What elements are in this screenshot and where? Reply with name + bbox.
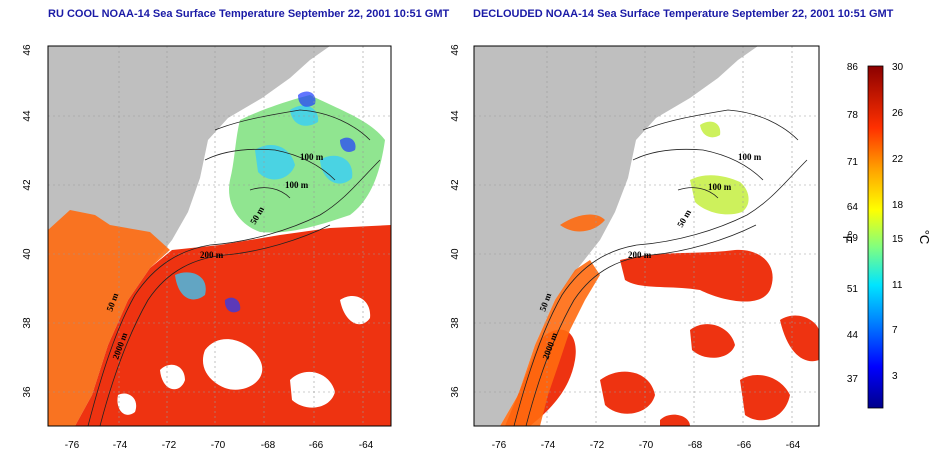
svg-text:37: 37 bbox=[847, 374, 859, 385]
svg-text:15: 15 bbox=[892, 234, 904, 245]
svg-text:-66: -66 bbox=[309, 440, 324, 451]
right-cool-water bbox=[690, 121, 749, 215]
svg-text:11: 11 bbox=[892, 280, 903, 291]
svg-text:44: 44 bbox=[450, 110, 461, 122]
svg-text:100 m: 100 m bbox=[708, 182, 732, 192]
svg-text:71: 71 bbox=[847, 157, 859, 168]
svg-text:42: 42 bbox=[450, 179, 461, 191]
temperature-colorbar: 86 78 71 64 59 51 44 37 30 26 22 18 15 1… bbox=[840, 62, 932, 409]
svg-text:36: 36 bbox=[450, 386, 461, 398]
svg-text:-68: -68 bbox=[688, 440, 703, 451]
left-panel-title: RU COOL NOAA-14 Sea Surface Temperature … bbox=[48, 8, 450, 20]
right-map-frame bbox=[473, 45, 820, 427]
svg-text:64: 64 bbox=[847, 202, 859, 213]
svg-text:100 m: 100 m bbox=[285, 180, 309, 190]
svg-text:51: 51 bbox=[847, 284, 859, 295]
left-lat-ticks: 46 44 42 40 38 36 bbox=[22, 44, 33, 398]
left-bathymetry-contours bbox=[87, 109, 381, 426]
svg-text:-72: -72 bbox=[162, 440, 177, 451]
left-cloud-blobs bbox=[117, 296, 371, 415]
svg-text:36: 36 bbox=[22, 386, 33, 398]
svg-text:200 m: 200 m bbox=[628, 250, 652, 260]
svg-text:86: 86 bbox=[847, 62, 859, 73]
svg-text:200 m: 200 m bbox=[200, 250, 224, 260]
svg-text:-64: -64 bbox=[786, 440, 801, 451]
svg-text:26: 26 bbox=[892, 108, 904, 119]
svg-text:18: 18 bbox=[892, 200, 904, 211]
svg-text:42: 42 bbox=[22, 179, 33, 191]
svg-text:-74: -74 bbox=[113, 440, 128, 451]
left-orange-shelf bbox=[48, 210, 170, 426]
right-map-panel: 100 m 100 m 50 m 200 m 50 m 2000 m 46 44… bbox=[450, 44, 820, 451]
svg-text:78: 78 bbox=[847, 110, 859, 121]
svg-text:46: 46 bbox=[450, 44, 461, 56]
left-map-frame bbox=[47, 45, 392, 427]
svg-text:-70: -70 bbox=[639, 440, 654, 451]
svg-text:-70: -70 bbox=[211, 440, 226, 451]
right-bathymetry-contours bbox=[513, 109, 808, 426]
right-gridlines bbox=[474, 46, 819, 426]
svg-text:-74: -74 bbox=[541, 440, 556, 451]
svg-text:40: 40 bbox=[450, 248, 461, 260]
svg-text:100 m: 100 m bbox=[300, 152, 324, 162]
svg-text:46: 46 bbox=[22, 44, 33, 56]
right-orange-shelf bbox=[500, 214, 605, 426]
colorbar-celsius-ticks: 30 26 22 18 15 11 7 3 bbox=[892, 62, 904, 382]
svg-text:-64: -64 bbox=[359, 440, 374, 451]
left-map-panel: 100 m 100 m 50 m 200 m 50 m 2000 m 46 44… bbox=[22, 44, 392, 451]
svg-text:-68: -68 bbox=[261, 440, 276, 451]
svg-text:3: 3 bbox=[892, 371, 898, 382]
right-lat-ticks: 46 44 42 40 38 36 bbox=[450, 44, 461, 398]
colorbar-gradient bbox=[867, 65, 884, 409]
left-gridlines bbox=[48, 46, 391, 426]
svg-text:-66: -66 bbox=[737, 440, 752, 451]
right-warm-water bbox=[505, 249, 819, 426]
svg-text:44: 44 bbox=[847, 330, 859, 341]
svg-text:38: 38 bbox=[450, 317, 461, 329]
left-cyan-patches bbox=[175, 105, 353, 300]
svg-text:7: 7 bbox=[892, 325, 898, 336]
svg-text:-76: -76 bbox=[65, 440, 80, 451]
right-panel-title: DECLOUDED NOAA-14 Sea Surface Temperatur… bbox=[473, 8, 894, 20]
svg-text:30: 30 bbox=[892, 62, 904, 73]
svg-text:44: 44 bbox=[22, 110, 33, 122]
svg-text:100 m: 100 m bbox=[738, 152, 762, 162]
colorbar-fahrenheit-ticks: 86 78 71 64 59 51 44 37 bbox=[847, 62, 859, 385]
svg-text:38: 38 bbox=[22, 317, 33, 329]
svg-text:-76: -76 bbox=[492, 440, 507, 451]
left-cool-water bbox=[229, 95, 385, 233]
right-ocean-area bbox=[500, 46, 819, 426]
celsius-unit-label: °C bbox=[917, 230, 932, 245]
svg-text:22: 22 bbox=[892, 154, 904, 165]
fahrenheit-unit-label: °F bbox=[840, 230, 855, 243]
right-lon-ticks: -76 -74 -72 -70 -68 -66 -64 bbox=[492, 440, 801, 451]
svg-text:59: 59 bbox=[847, 233, 859, 244]
svg-text:-72: -72 bbox=[590, 440, 605, 451]
svg-text:40: 40 bbox=[22, 248, 33, 260]
left-lon-ticks: -76 -74 -72 -70 -68 -66 -64 bbox=[65, 440, 374, 451]
